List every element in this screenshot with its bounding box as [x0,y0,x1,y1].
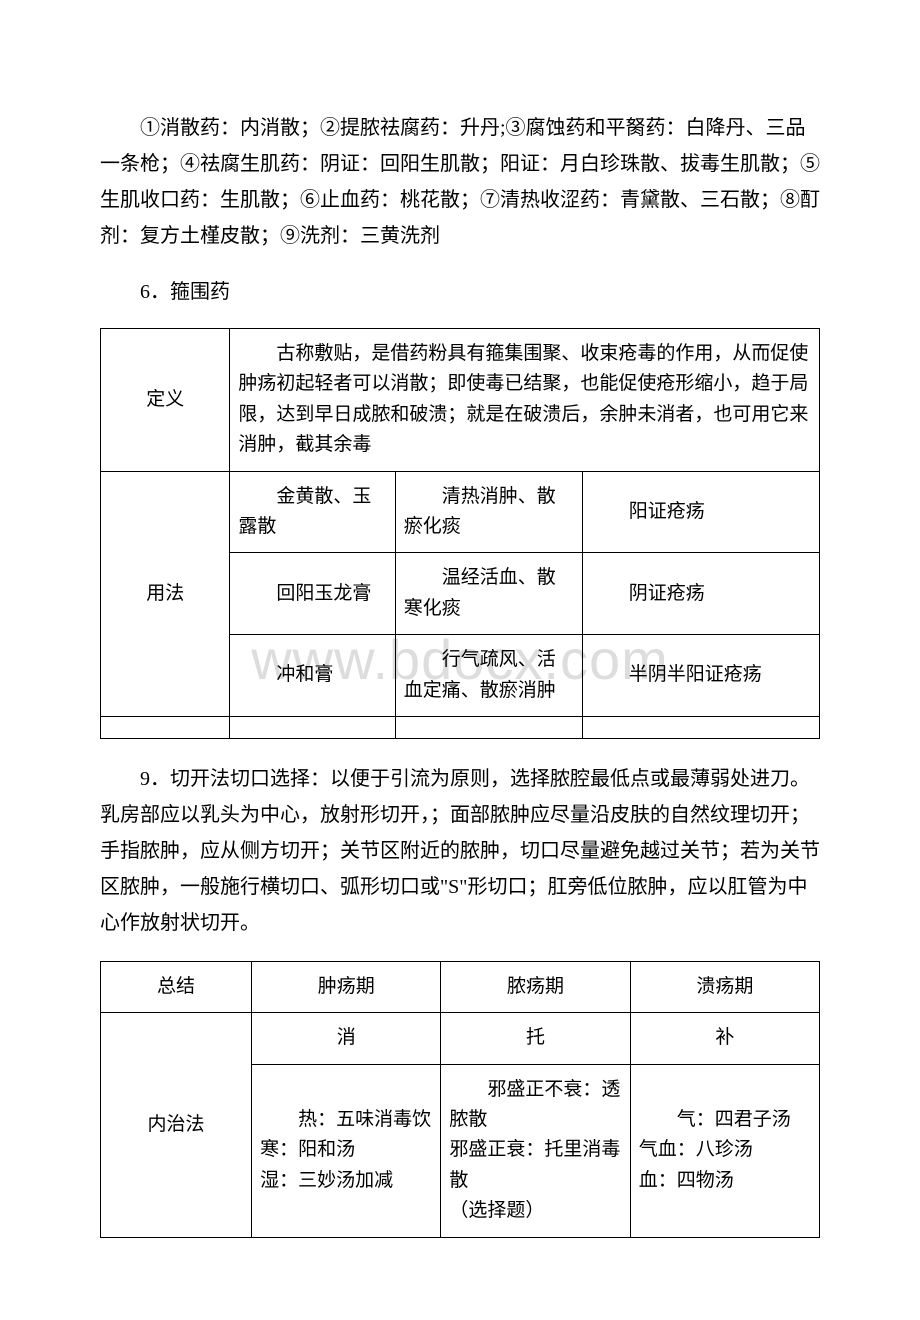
def-text: 古称敷贴，是借药粉具有箍集围聚、收束疮毒的作用，从而促使肿疡初起轻者可以消散；即… [230,329,820,472]
inner-treat-label: 内治法 [101,1013,252,1237]
med-cell: 回阳玉龙膏 [230,553,395,635]
detail-cell: 邪盛正不衰：透脓散 邪盛正衰：托里消毒散 （选择题） [441,1064,630,1237]
table-empty-row [101,716,820,738]
section-title-6: 6．箍围药 [100,274,820,310]
ind-cell: 半阴半阳证疮疡 [582,635,819,717]
table-summary: 总结 肿疡期 脓疡期 溃疡期 内治法 消 托 补 热：五味消毒饮 寒：阳和汤 湿… [100,961,820,1238]
med-cell: 金黄散、玉露散 [230,471,395,553]
eff-cell: 温经活血、散寒化痰 [395,553,582,635]
def-label: 定义 [101,329,230,472]
detail-cell: 气：四君子汤 气血：八珍汤 血：四物汤 [630,1064,819,1237]
paragraph-incision: 9．切开法切口选择：以便于引流为原则，选择脓腔最低点或最薄弱处进刀。乳房部应以乳… [100,761,820,941]
eff-cell: 清热消肿、散瘀化痰 [395,471,582,553]
principle-cell: 托 [441,1013,630,1064]
usage-label: 用法 [101,471,230,716]
summary-header: 总结 [101,961,252,1012]
principle-cell: 补 [630,1013,819,1064]
table-row: 用法 金黄散、玉露散 清热消肿、散瘀化痰 阳证疮疡 [101,471,820,553]
table-row: 总结 肿疡期 脓疡期 溃疡期 [101,961,820,1012]
detail-cell: 热：五味消毒饮 寒：阳和汤 湿：三妙汤加减 [252,1064,441,1237]
med-cell: 冲和膏 [230,635,395,717]
summary-header: 脓疡期 [441,961,630,1012]
summary-header: 肿疡期 [252,961,441,1012]
table-row: 内治法 消 托 补 [101,1013,820,1064]
summary-header: 溃疡期 [630,961,819,1012]
table-kuweiyao: 定义 古称敷贴，是借药粉具有箍集围聚、收束疮毒的作用，从而促使肿疡初起轻者可以消… [100,328,820,739]
paragraph-medicine-categories: ①消散药：内消散；②提脓祛腐药：升丹;③腐蚀药和平胬药：白降丹、三品一条枪；④祛… [100,110,820,254]
ind-cell: 阳证疮疡 [582,471,819,553]
ind-cell: 阴证疮疡 [582,553,819,635]
principle-cell: 消 [252,1013,441,1064]
eff-cell: 行气疏风、活血定痛、散瘀消肿 [395,635,582,717]
table-row: 定义 古称敷贴，是借药粉具有箍集围聚、收束疮毒的作用，从而促使肿疡初起轻者可以消… [101,329,820,472]
